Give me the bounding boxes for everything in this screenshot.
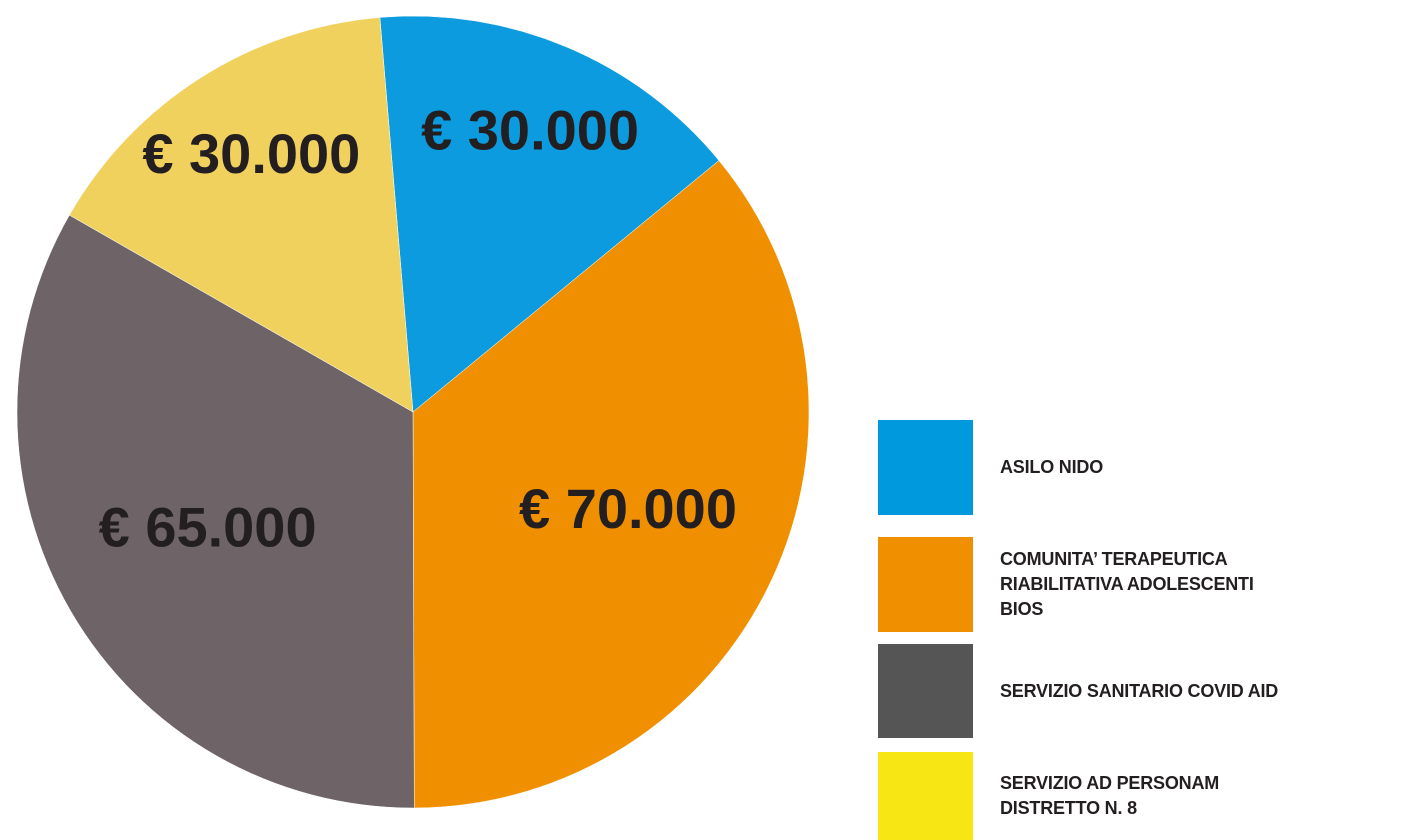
legend-swatch [878,644,973,738]
legend-item: ASILO NIDO [878,420,1103,515]
legend-label: SERVIZIO SANITARIO COVID AID [1000,680,1279,701]
legend-label: SERVIZIO AD PERSONAM DISTRETTO N. 8 [1000,773,1220,818]
pie-slice [69,17,414,413]
value-label: € 65.000 [99,495,317,558]
legend-item: SERVIZIO AD PERSONAM DISTRETTO N. 8 [878,752,1219,840]
value-label: € 30.000 [421,99,639,162]
legend-swatch [878,537,973,632]
value-label: € 70.000 [519,477,737,540]
legend-item: SERVIZIO SANITARIO COVID AID [878,644,1278,738]
legend-swatch [878,420,973,515]
legend-swatch [878,752,973,840]
value-label: € 30.000 [142,122,360,185]
pie-slice [412,160,810,809]
legend-item: COMUNITA’ TERAPEUTICA RIABILITATIVA ADOL… [878,537,1254,632]
legend-label: ASILO NIDO [1000,457,1104,477]
pie-slice [16,214,415,809]
pie-slice [379,15,720,413]
legend-label: COMUNITA’ TERAPEUTICA RIABILITATIVA ADOL… [1000,549,1254,619]
